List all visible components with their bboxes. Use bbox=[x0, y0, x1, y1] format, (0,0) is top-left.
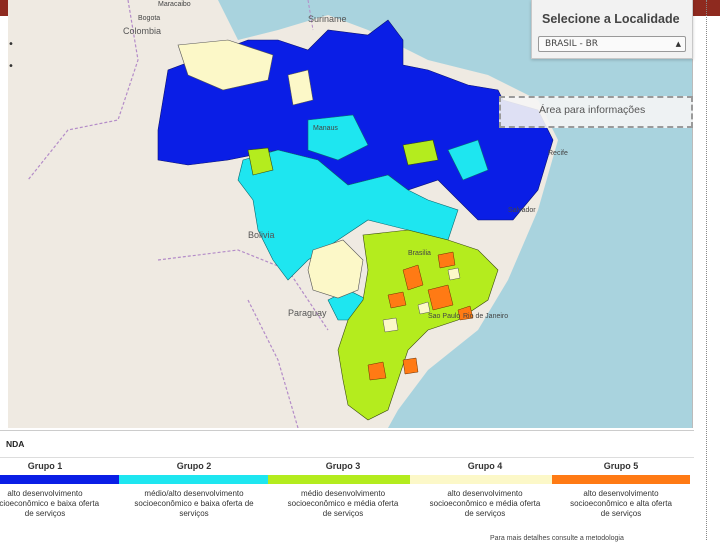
group-desc-line: socioeconômico e alta oferta bbox=[570, 499, 672, 508]
group-swatch bbox=[410, 475, 560, 484]
border-line bbox=[27, 0, 139, 181]
group-swatch bbox=[119, 475, 269, 484]
region-group-5[interactable] bbox=[402, 357, 419, 375]
border-line bbox=[307, 0, 314, 31]
legend-group-5: Grupo 5 alto desenvolvimento socioeconôm… bbox=[552, 461, 690, 519]
group-name: Grupo 3 bbox=[325, 461, 361, 471]
map-view[interactable]: Suriname Colombia Bolivia Paraguay Bogot… bbox=[8, 0, 693, 428]
selector-title: Selecione a Localidade bbox=[542, 12, 680, 26]
city-label: Brasilia bbox=[408, 250, 431, 257]
country-label: Suriname bbox=[308, 14, 347, 24]
city-label: Manaus bbox=[313, 125, 338, 132]
info-area-panel: Área para informações bbox=[499, 96, 693, 128]
region-group-2[interactable] bbox=[447, 139, 489, 181]
region-group-3[interactable] bbox=[247, 147, 274, 176]
group-name: Grupo 2 bbox=[176, 461, 212, 471]
group-desc-line: socioeconômico e baixa oferta de bbox=[134, 499, 254, 508]
region-group-4[interactable] bbox=[307, 239, 364, 299]
group-description: médio desenvolvimento socioeconômico e m… bbox=[268, 489, 418, 519]
city-label: Bogota bbox=[138, 15, 160, 22]
region-group-5[interactable] bbox=[367, 361, 387, 381]
group-name: Grupo 4 bbox=[467, 461, 503, 471]
group-desc-line: médio/alto desenvolvimento bbox=[144, 489, 244, 498]
legend-panel: NDA Grupo 1 alto desenvolvimento socioec… bbox=[0, 430, 694, 542]
group-swatch bbox=[268, 475, 418, 484]
city-label: Sao Paulo bbox=[428, 313, 460, 320]
region-group-3[interactable] bbox=[402, 139, 439, 166]
city-label: Salvador bbox=[508, 207, 536, 214]
group-desc-line: de serviços bbox=[322, 509, 364, 518]
border-line bbox=[247, 299, 299, 428]
region-group-5[interactable] bbox=[437, 251, 456, 269]
region-group-4[interactable] bbox=[177, 39, 274, 91]
group-description: alto desenvolvimento socioeconômico e mé… bbox=[410, 489, 560, 519]
border-line bbox=[157, 249, 329, 331]
region-group-5[interactable] bbox=[457, 305, 474, 321]
group-desc-line: socioeconômico e média oferta bbox=[287, 499, 399, 508]
country-label: Paraguay bbox=[288, 308, 327, 318]
group-desc-line: alto desenvolvimento bbox=[583, 489, 659, 498]
map-nav-bullet[interactable]: • bbox=[8, 39, 14, 50]
group-desc-line: médio desenvolvimento bbox=[300, 489, 386, 498]
legend-group-3: Grupo 3 médio desenvolvimento socioeconô… bbox=[268, 461, 418, 519]
group-name: Grupo 1 bbox=[27, 461, 63, 471]
location-select[interactable]: BRASIL - BR ▲ bbox=[538, 36, 686, 52]
location-selector-panel: Selecione a Localidade BRASIL - BR ▲ bbox=[531, 0, 693, 59]
methodology-note[interactable]: Para mais detalhes consulte a metodologi… bbox=[490, 535, 624, 542]
group-swatch bbox=[0, 475, 120, 484]
select-arrows-icon: ▲ bbox=[675, 40, 681, 48]
region-group-2[interactable] bbox=[307, 114, 369, 161]
region-group-4[interactable] bbox=[287, 69, 314, 106]
group-desc-line: socioeconômico e baixa oferta bbox=[0, 499, 100, 508]
group-desc-line: alto desenvolvimento bbox=[7, 489, 83, 498]
group-desc-line: alto desenvolvimento bbox=[447, 489, 523, 498]
region-group-4[interactable] bbox=[417, 301, 431, 315]
info-area-label: Área para informações bbox=[539, 104, 646, 116]
group-description: alto desenvolvimento socioeconômico e ba… bbox=[0, 489, 120, 519]
group-desc-line: de serviços bbox=[600, 509, 642, 518]
legend-group-2: Grupo 2 médio/alto desenvolvimento socio… bbox=[119, 461, 269, 519]
group-desc-line: de serviços bbox=[24, 509, 66, 518]
city-label: Recife bbox=[548, 150, 568, 157]
region-group-5[interactable] bbox=[387, 291, 407, 309]
group-description: médio/alto desenvolvimento socioeconômic… bbox=[119, 489, 269, 519]
group-description: alto desenvolvimento socioeconômico e al… bbox=[552, 489, 690, 519]
region-group-4[interactable] bbox=[447, 267, 461, 281]
legend-divider bbox=[0, 457, 694, 458]
legend-group-1: Grupo 1 alto desenvolvimento socioeconôm… bbox=[0, 461, 120, 519]
map-nav-bullet[interactable]: • bbox=[8, 61, 14, 72]
city-label: Maracaibo bbox=[158, 1, 191, 8]
page-edge-guide bbox=[706, 0, 707, 540]
region-group-4[interactable] bbox=[382, 317, 399, 333]
region-group-5[interactable] bbox=[427, 284, 454, 311]
city-label: Rio de Janeiro bbox=[463, 313, 508, 320]
legend-group-4: Grupo 4 alto desenvolvimento socioeconôm… bbox=[410, 461, 560, 519]
location-select-value: BRASIL - BR bbox=[545, 39, 598, 49]
group-swatch bbox=[552, 475, 690, 484]
group-desc-line: serviços bbox=[179, 509, 209, 518]
region-group-5[interactable] bbox=[402, 264, 424, 291]
country-label: Bolivia bbox=[248, 230, 275, 240]
group-desc-line: de serviços bbox=[464, 509, 506, 518]
country-label: Colombia bbox=[123, 26, 161, 36]
group-desc-line: socioeconômico e média oferta bbox=[429, 499, 541, 508]
group-name: Grupo 5 bbox=[603, 461, 639, 471]
legend-title: NDA bbox=[6, 439, 25, 449]
brazil-map[interactable]: Suriname Colombia Bolivia Paraguay Bogot… bbox=[8, 0, 692, 428]
